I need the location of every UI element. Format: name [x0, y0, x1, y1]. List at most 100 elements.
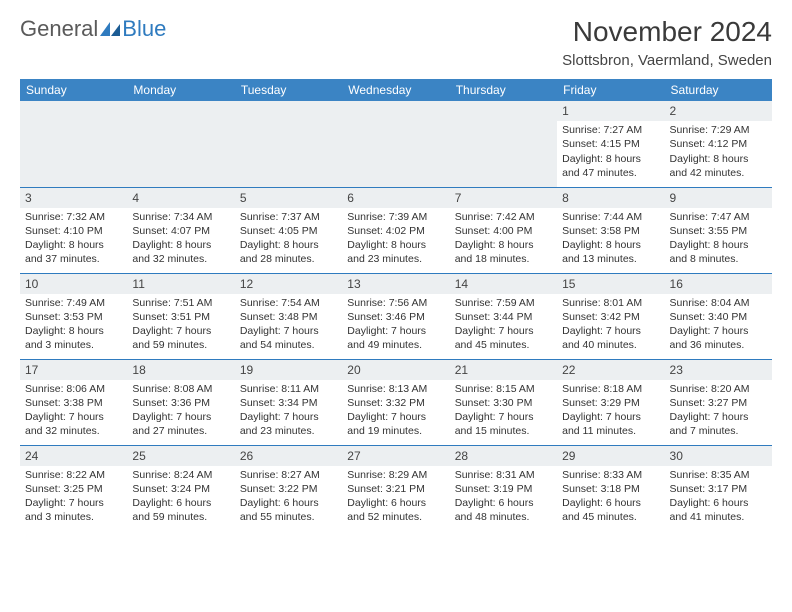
day-number: 21	[450, 360, 557, 380]
day-number: 27	[342, 446, 449, 466]
calendar-cell	[127, 101, 234, 187]
day-number: 23	[665, 360, 772, 380]
calendar-cell: 28Sunrise: 8:31 AMSunset: 3:19 PMDayligh…	[450, 445, 557, 531]
calendar-cell: 6Sunrise: 7:39 AMSunset: 4:02 PMDaylight…	[342, 187, 449, 273]
calendar-cell: 12Sunrise: 7:54 AMSunset: 3:48 PMDayligh…	[235, 273, 342, 359]
calendar-week: 24Sunrise: 8:22 AMSunset: 3:25 PMDayligh…	[20, 445, 772, 531]
day-number: 29	[557, 446, 664, 466]
day-info: Sunrise: 7:29 AMSunset: 4:12 PMDaylight:…	[670, 123, 767, 180]
day-number: 17	[20, 360, 127, 380]
day-number: 26	[235, 446, 342, 466]
day-info: Sunrise: 7:27 AMSunset: 4:15 PMDaylight:…	[562, 123, 659, 180]
brand-part2: Blue	[122, 16, 166, 42]
calendar-cell: 14Sunrise: 7:59 AMSunset: 3:44 PMDayligh…	[450, 273, 557, 359]
day-header: Thursday	[450, 79, 557, 101]
day-number: 30	[665, 446, 772, 466]
day-info: Sunrise: 7:42 AMSunset: 4:00 PMDaylight:…	[455, 210, 552, 267]
calendar-cell: 10Sunrise: 7:49 AMSunset: 3:53 PMDayligh…	[20, 273, 127, 359]
day-number: 12	[235, 274, 342, 294]
day-info: Sunrise: 8:06 AMSunset: 3:38 PMDaylight:…	[25, 382, 122, 439]
day-info: Sunrise: 8:22 AMSunset: 3:25 PMDaylight:…	[25, 468, 122, 525]
header: General Blue November 2024 Slottsbron, V…	[20, 16, 772, 69]
day-number: 6	[342, 188, 449, 208]
calendar-cell	[450, 101, 557, 187]
title-block: November 2024 Slottsbron, Vaermland, Swe…	[562, 16, 772, 69]
calendar-cell: 4Sunrise: 7:34 AMSunset: 4:07 PMDaylight…	[127, 187, 234, 273]
calendar-cell: 29Sunrise: 8:33 AMSunset: 3:18 PMDayligh…	[557, 445, 664, 531]
calendar-cell	[20, 101, 127, 187]
day-info: Sunrise: 8:27 AMSunset: 3:22 PMDaylight:…	[240, 468, 337, 525]
day-info: Sunrise: 7:59 AMSunset: 3:44 PMDaylight:…	[455, 296, 552, 353]
day-number: 14	[450, 274, 557, 294]
calendar-cell: 13Sunrise: 7:56 AMSunset: 3:46 PMDayligh…	[342, 273, 449, 359]
calendar-cell: 17Sunrise: 8:06 AMSunset: 3:38 PMDayligh…	[20, 359, 127, 445]
calendar-cell: 20Sunrise: 8:13 AMSunset: 3:32 PMDayligh…	[342, 359, 449, 445]
calendar-cell: 1Sunrise: 7:27 AMSunset: 4:15 PMDaylight…	[557, 101, 664, 187]
calendar-cell: 9Sunrise: 7:47 AMSunset: 3:55 PMDaylight…	[665, 187, 772, 273]
calendar-cell: 18Sunrise: 8:08 AMSunset: 3:36 PMDayligh…	[127, 359, 234, 445]
day-header: Tuesday	[235, 79, 342, 101]
day-info: Sunrise: 8:04 AMSunset: 3:40 PMDaylight:…	[670, 296, 767, 353]
day-number: 9	[665, 188, 772, 208]
day-info: Sunrise: 8:15 AMSunset: 3:30 PMDaylight:…	[455, 382, 552, 439]
day-info: Sunrise: 7:56 AMSunset: 3:46 PMDaylight:…	[347, 296, 444, 353]
calendar-cell: 27Sunrise: 8:29 AMSunset: 3:21 PMDayligh…	[342, 445, 449, 531]
sail-icon	[100, 22, 120, 36]
day-number: 5	[235, 188, 342, 208]
day-info: Sunrise: 7:54 AMSunset: 3:48 PMDaylight:…	[240, 296, 337, 353]
day-number: 24	[20, 446, 127, 466]
day-info: Sunrise: 7:44 AMSunset: 3:58 PMDaylight:…	[562, 210, 659, 267]
calendar-week: 3Sunrise: 7:32 AMSunset: 4:10 PMDaylight…	[20, 187, 772, 273]
calendar-table: SundayMondayTuesdayWednesdayThursdayFrid…	[20, 79, 772, 531]
location-subtitle: Slottsbron, Vaermland, Sweden	[562, 52, 772, 69]
day-number: 2	[665, 101, 772, 121]
calendar-cell: 3Sunrise: 7:32 AMSunset: 4:10 PMDaylight…	[20, 187, 127, 273]
day-number: 20	[342, 360, 449, 380]
calendar-cell: 5Sunrise: 7:37 AMSunset: 4:05 PMDaylight…	[235, 187, 342, 273]
day-number: 10	[20, 274, 127, 294]
day-info: Sunrise: 8:31 AMSunset: 3:19 PMDaylight:…	[455, 468, 552, 525]
calendar-cell: 2Sunrise: 7:29 AMSunset: 4:12 PMDaylight…	[665, 101, 772, 187]
day-info: Sunrise: 7:39 AMSunset: 4:02 PMDaylight:…	[347, 210, 444, 267]
calendar-body: 1Sunrise: 7:27 AMSunset: 4:15 PMDaylight…	[20, 101, 772, 531]
day-info: Sunrise: 7:34 AMSunset: 4:07 PMDaylight:…	[132, 210, 229, 267]
calendar-cell: 30Sunrise: 8:35 AMSunset: 3:17 PMDayligh…	[665, 445, 772, 531]
calendar-head: SundayMondayTuesdayWednesdayThursdayFrid…	[20, 79, 772, 101]
calendar-week: 17Sunrise: 8:06 AMSunset: 3:38 PMDayligh…	[20, 359, 772, 445]
calendar-cell: 7Sunrise: 7:42 AMSunset: 4:00 PMDaylight…	[450, 187, 557, 273]
day-number: 18	[127, 360, 234, 380]
day-info: Sunrise: 8:18 AMSunset: 3:29 PMDaylight:…	[562, 382, 659, 439]
calendar-week: 1Sunrise: 7:27 AMSunset: 4:15 PMDaylight…	[20, 101, 772, 187]
calendar-cell: 16Sunrise: 8:04 AMSunset: 3:40 PMDayligh…	[665, 273, 772, 359]
day-number: 13	[342, 274, 449, 294]
calendar-cell: 11Sunrise: 7:51 AMSunset: 3:51 PMDayligh…	[127, 273, 234, 359]
brand-logo: General Blue	[20, 16, 166, 42]
day-info: Sunrise: 7:49 AMSunset: 3:53 PMDaylight:…	[25, 296, 122, 353]
calendar-cell: 22Sunrise: 8:18 AMSunset: 3:29 PMDayligh…	[557, 359, 664, 445]
day-number: 19	[235, 360, 342, 380]
day-info: Sunrise: 8:11 AMSunset: 3:34 PMDaylight:…	[240, 382, 337, 439]
day-header: Monday	[127, 79, 234, 101]
day-info: Sunrise: 8:29 AMSunset: 3:21 PMDaylight:…	[347, 468, 444, 525]
day-info: Sunrise: 8:33 AMSunset: 3:18 PMDaylight:…	[562, 468, 659, 525]
day-info: Sunrise: 8:20 AMSunset: 3:27 PMDaylight:…	[670, 382, 767, 439]
day-number: 22	[557, 360, 664, 380]
calendar-cell: 15Sunrise: 8:01 AMSunset: 3:42 PMDayligh…	[557, 273, 664, 359]
day-info: Sunrise: 7:32 AMSunset: 4:10 PMDaylight:…	[25, 210, 122, 267]
calendar-cell: 24Sunrise: 8:22 AMSunset: 3:25 PMDayligh…	[20, 445, 127, 531]
calendar-page: General Blue November 2024 Slottsbron, V…	[0, 0, 792, 547]
day-number: 4	[127, 188, 234, 208]
calendar-cell	[342, 101, 449, 187]
day-header: Sunday	[20, 79, 127, 101]
calendar-cell: 23Sunrise: 8:20 AMSunset: 3:27 PMDayligh…	[665, 359, 772, 445]
day-info: Sunrise: 7:47 AMSunset: 3:55 PMDaylight:…	[670, 210, 767, 267]
day-header: Friday	[557, 79, 664, 101]
calendar-week: 10Sunrise: 7:49 AMSunset: 3:53 PMDayligh…	[20, 273, 772, 359]
calendar-cell	[235, 101, 342, 187]
calendar-cell: 26Sunrise: 8:27 AMSunset: 3:22 PMDayligh…	[235, 445, 342, 531]
day-header-row: SundayMondayTuesdayWednesdayThursdayFrid…	[20, 79, 772, 101]
day-info: Sunrise: 8:01 AMSunset: 3:42 PMDaylight:…	[562, 296, 659, 353]
day-number: 15	[557, 274, 664, 294]
day-number: 1	[557, 101, 664, 121]
calendar-cell: 21Sunrise: 8:15 AMSunset: 3:30 PMDayligh…	[450, 359, 557, 445]
